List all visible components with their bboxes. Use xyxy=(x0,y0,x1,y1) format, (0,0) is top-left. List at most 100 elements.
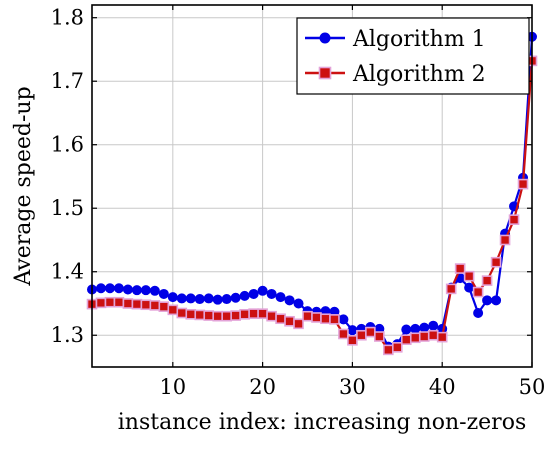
series-layer xyxy=(86,31,538,356)
data-point-square xyxy=(383,344,394,356)
y-axis-label: Average speed-up xyxy=(11,86,36,286)
data-point-circle xyxy=(464,282,475,293)
data-point-square xyxy=(400,334,412,345)
data-point-square xyxy=(104,296,116,308)
y-tick-label: 1.5 xyxy=(51,196,84,220)
data-point-square xyxy=(481,275,493,286)
data-point-square xyxy=(454,263,466,274)
data-point-square xyxy=(490,256,502,268)
data-point-square xyxy=(418,331,430,342)
y-tick-label: 1.6 xyxy=(51,133,84,157)
data-point-circle xyxy=(482,295,493,306)
data-point-square xyxy=(239,308,250,320)
data-point-square xyxy=(149,300,161,311)
y-tick-label: 1.7 xyxy=(51,69,84,93)
data-point-square xyxy=(95,297,107,309)
y-tick-label: 1.4 xyxy=(51,260,84,284)
data-point-circle xyxy=(419,322,430,333)
data-point-circle xyxy=(221,294,232,305)
plot-frame xyxy=(91,4,533,368)
legend-marker-square xyxy=(318,66,332,80)
legend-label: Algorithm 1 xyxy=(352,27,486,52)
data-point-square xyxy=(445,283,457,295)
data-point-square xyxy=(167,304,179,316)
data-point-circle xyxy=(338,314,349,325)
data-point-square xyxy=(365,326,376,338)
data-point-square xyxy=(248,308,259,319)
data-point-square xyxy=(517,178,529,190)
data-point-circle xyxy=(347,325,358,336)
x-tick-label: 40 xyxy=(429,375,456,399)
data-point-square xyxy=(329,314,340,325)
data-point-circle xyxy=(284,295,295,306)
data-point-square xyxy=(221,310,232,322)
data-point-circle xyxy=(230,292,241,303)
data-point-circle xyxy=(131,285,142,296)
ticks: 10 20 30 40 50 1.3 1.4 1.5 1.6 1.7 1.8 xyxy=(51,5,546,399)
data-point-circle xyxy=(194,294,205,305)
data-point-square xyxy=(427,329,439,341)
data-point-circle xyxy=(410,323,421,334)
data-point-circle xyxy=(239,290,250,301)
data-point-square xyxy=(508,214,520,225)
data-point-square xyxy=(436,331,448,343)
legend-box xyxy=(296,17,530,95)
data-point-square xyxy=(499,234,511,246)
data-point-circle xyxy=(104,283,115,294)
data-point-circle xyxy=(266,288,277,299)
data-point-square xyxy=(463,270,475,282)
data-point-circle xyxy=(122,284,133,295)
data-point-circle xyxy=(257,285,268,296)
legend-item-2: Algorithm 2 xyxy=(305,62,486,87)
data-point-square xyxy=(230,310,241,321)
data-point-circle xyxy=(275,292,286,303)
x-tick-label: 10 xyxy=(159,375,186,399)
data-point-square xyxy=(194,309,206,321)
y-tick-label: 1.8 xyxy=(51,6,84,30)
data-point-square xyxy=(409,332,421,344)
data-point-square xyxy=(284,315,295,327)
data-point-circle xyxy=(176,293,187,304)
data-point-square xyxy=(311,312,322,323)
data-point-square xyxy=(185,308,197,320)
data-point-circle xyxy=(185,293,196,304)
data-point-circle xyxy=(149,285,160,296)
data-point-square xyxy=(257,308,268,319)
data-point-circle xyxy=(428,320,439,331)
data-point-square xyxy=(275,313,286,325)
data-point-circle xyxy=(473,308,484,319)
data-point-circle xyxy=(167,292,178,303)
data-point-square xyxy=(140,299,152,311)
data-point-square xyxy=(158,301,170,312)
data-point-square xyxy=(374,331,385,342)
data-point-square xyxy=(212,310,224,322)
legend-item-1: Algorithm 1 xyxy=(305,27,486,52)
legend-marker-circle xyxy=(319,32,331,44)
data-point-circle xyxy=(113,283,124,294)
y-tick-label: 1.3 xyxy=(51,323,84,347)
data-point-square xyxy=(338,328,349,340)
legend-label: Algorithm 2 xyxy=(352,62,486,87)
data-point-square xyxy=(131,298,143,310)
legend: Algorithm 1 Algorithm 2 xyxy=(296,17,530,95)
data-point-circle xyxy=(401,324,412,335)
data-point-square xyxy=(293,318,304,330)
data-point-circle xyxy=(140,285,151,296)
x-tick-label: 50 xyxy=(519,375,546,399)
data-point-square xyxy=(472,286,484,298)
data-point-circle xyxy=(293,298,304,309)
data-point-square xyxy=(266,310,277,322)
data-point-circle xyxy=(212,294,223,305)
data-point-square xyxy=(176,307,188,319)
data-point-square xyxy=(347,335,358,346)
data-point-square xyxy=(356,329,367,341)
data-point-square xyxy=(320,313,331,325)
x-tick-label: 20 xyxy=(249,375,276,399)
data-point-square xyxy=(392,342,403,353)
data-point-circle xyxy=(248,288,259,299)
x-axis-label: instance index: increasing non-zeros xyxy=(118,410,527,435)
data-point-circle xyxy=(203,293,214,304)
data-point-square xyxy=(203,310,215,321)
data-point-square xyxy=(113,296,125,308)
